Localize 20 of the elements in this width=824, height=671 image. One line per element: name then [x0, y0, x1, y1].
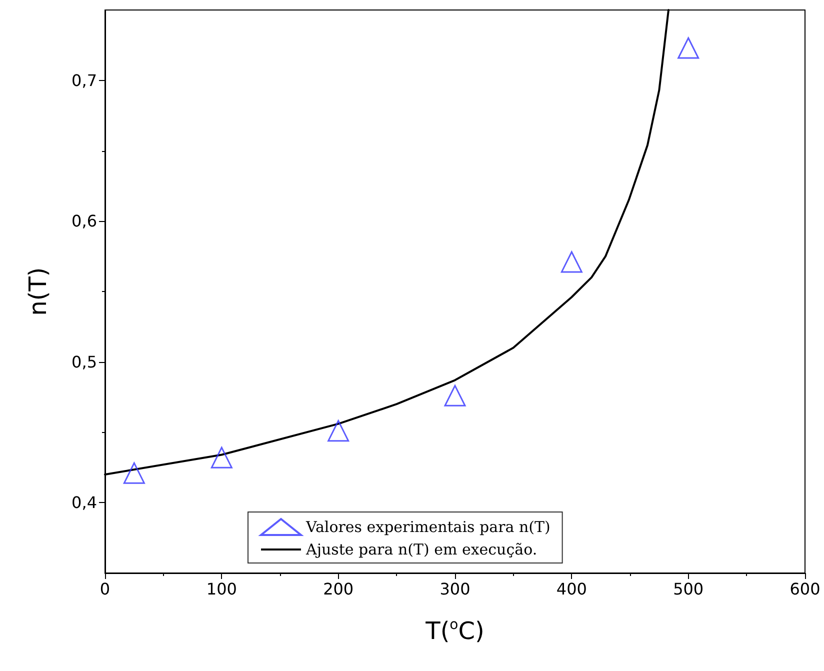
x-tick-label: 0 — [100, 580, 110, 598]
y-axis-title: n(T) — [24, 267, 52, 316]
x-tick-label: 200 — [323, 580, 354, 598]
x-tick-label: 500 — [673, 580, 704, 598]
point — [444, 384, 466, 406]
x-tick-label: 600 — [790, 580, 820, 598]
point — [560, 251, 582, 273]
point — [678, 37, 700, 59]
y-tick-label: 0,7 — [72, 70, 97, 90]
point — [328, 420, 350, 442]
y-tick-label: 0,6 — [72, 212, 97, 231]
y-tick-label: 0,5 — [72, 352, 97, 372]
point — [123, 462, 145, 484]
x-tick-label: 300 — [440, 580, 470, 598]
legend-label: Valores experimentais para n(T) — [305, 518, 550, 536]
point — [210, 446, 232, 468]
x-tick-label: 100 — [206, 580, 237, 598]
y-tick-label: 0,4 — [72, 493, 97, 512]
x-tick-label: 400 — [556, 580, 587, 598]
legend-label: Ajuste para n(T) em execução. — [305, 540, 538, 558]
